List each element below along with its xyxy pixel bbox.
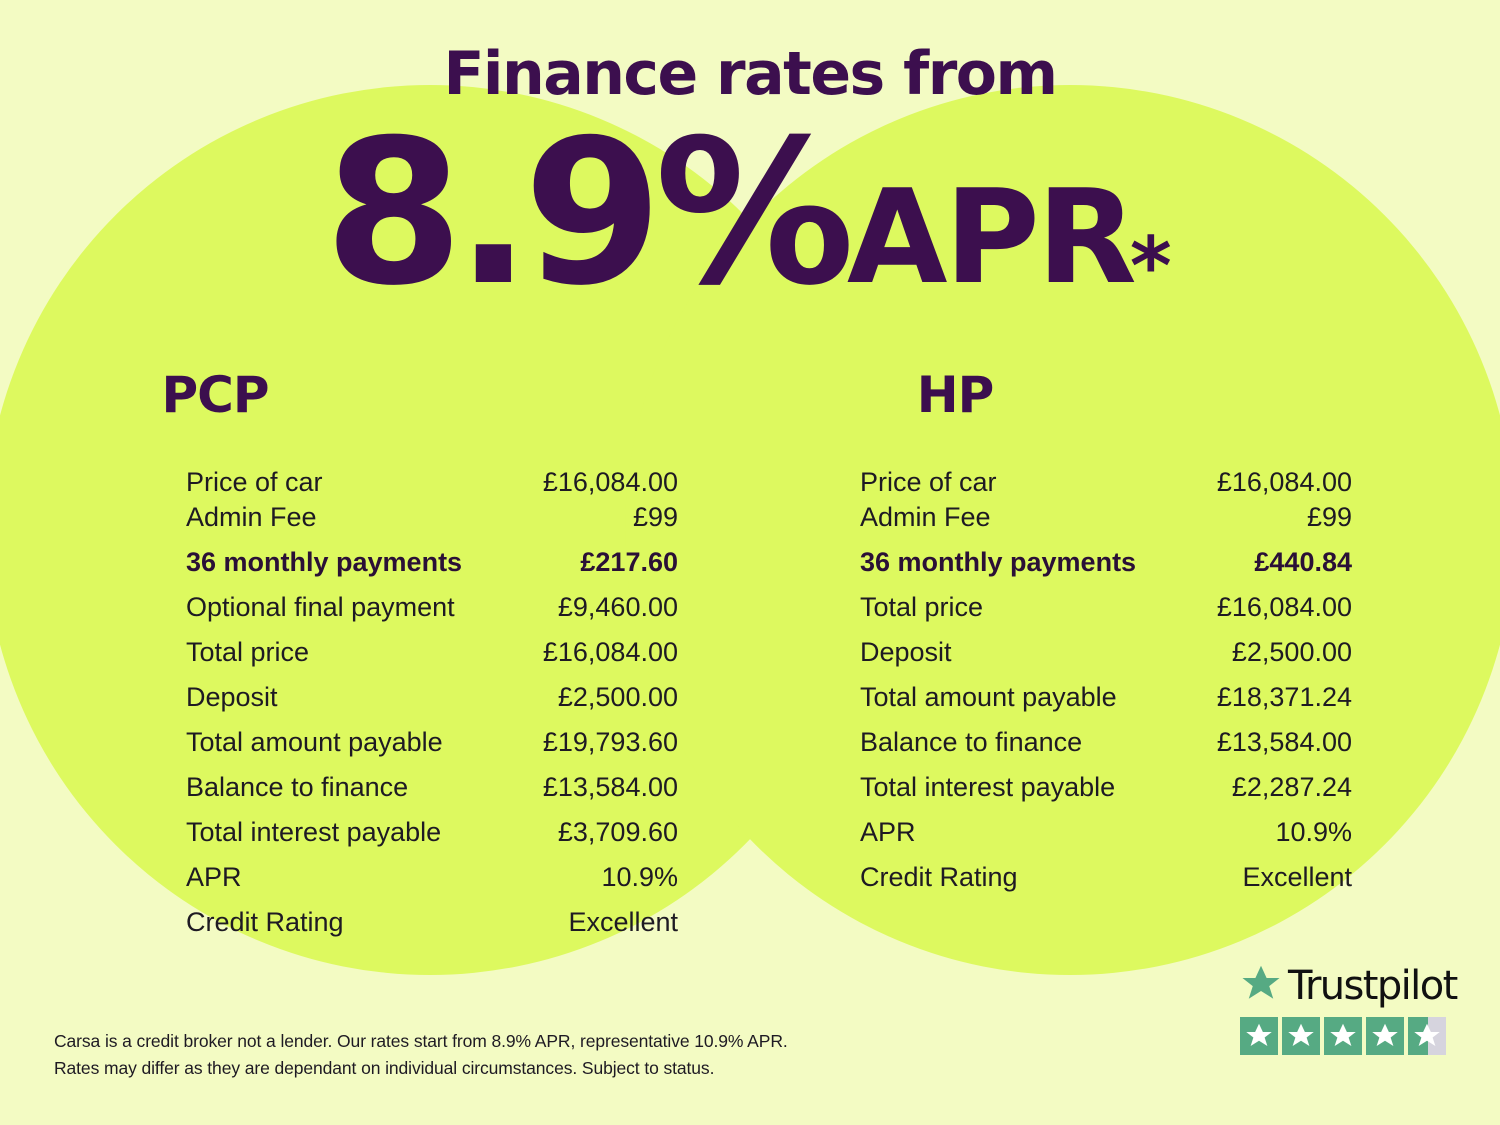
row-label: 36 monthly payments xyxy=(860,547,1137,577)
plan-column-hp: HP Price of car £16,084.00 Admin Fee £99 36 … xyxy=(750,370,1500,950)
row-label: APR xyxy=(860,817,916,847)
row-label: Deposit xyxy=(186,682,278,712)
row-label: Total price xyxy=(186,637,310,667)
row-value: Excellent xyxy=(568,907,678,937)
apr-label: APR xyxy=(846,161,1137,313)
row-label: Balance to finance xyxy=(186,772,409,802)
row-label: Total amount payable xyxy=(860,682,1117,712)
table-row: Credit Rating Excellent xyxy=(186,905,678,940)
table-row: Balance to finance £13,584.00 xyxy=(186,770,678,805)
table-row: Total price £16,084.00 xyxy=(186,635,678,670)
plan-title-hp: HP xyxy=(916,366,995,424)
row-label: Optional final payment xyxy=(186,592,455,622)
row-label: Total amount payable xyxy=(186,727,443,757)
plan-rows-pcp: Price of car £16,084.00 Admin Fee £99 36 mon… xyxy=(0,465,750,940)
headline-block: Finance rates from 8.9%APR* xyxy=(0,0,1500,314)
row-value: £9,460.00 xyxy=(557,592,678,622)
table-row: Total amount payable £18,371.24 xyxy=(860,680,1352,715)
table-row: 36 monthly payments £217.60 xyxy=(186,545,678,580)
table-row: Admin Fee £99 xyxy=(186,500,678,535)
table-row: Total interest payable £3,709.60 xyxy=(186,815,678,850)
row-value: Excellent xyxy=(1242,862,1352,892)
row-value: £99 xyxy=(632,502,678,532)
row-value: £13,584.00 xyxy=(542,772,678,802)
disclaimer-text: Carsa is a credit broker not a lender. O… xyxy=(54,1028,788,1082)
table-row: Credit Rating Excellent xyxy=(860,860,1352,895)
row-label: Total interest payable xyxy=(860,772,1116,802)
row-label: 36 monthly payments xyxy=(186,547,463,577)
row-value: £13,584.00 xyxy=(1216,727,1352,757)
row-label: Price of car xyxy=(186,467,323,497)
table-row: Admin Fee £99 xyxy=(860,500,1352,535)
row-label: Credit Rating xyxy=(860,862,1018,892)
row-value: £16,084.00 xyxy=(542,637,678,667)
row-value: £99 xyxy=(1306,502,1352,532)
row-label: Admin Fee xyxy=(186,502,317,532)
disclaimer-line-2: Rates may differ as they are dependant o… xyxy=(54,1058,715,1078)
table-row: Optional final payment £9,460.00 xyxy=(186,590,678,625)
row-label: Credit Rating xyxy=(186,907,344,937)
table-row: 36 monthly payments £440.84 xyxy=(860,545,1352,580)
trustpilot-star-icon xyxy=(1240,963,1282,1010)
asterisk-marker: * xyxy=(1129,219,1172,313)
decorative-circle-right xyxy=(625,85,1500,975)
plan-column-pcp: PCP Price of car £16,084.00 Admin Fee £99 36… xyxy=(0,370,750,950)
row-value: £16,084.00 xyxy=(1216,467,1352,497)
table-row: Price of car £16,084.00 xyxy=(860,465,1352,500)
row-value: £16,084.00 xyxy=(542,467,678,497)
row-label: Balance to finance xyxy=(860,727,1083,757)
trustpilot-star-row xyxy=(1240,1017,1452,1055)
row-value: £3,709.60 xyxy=(557,817,678,847)
row-value: £18,371.24 xyxy=(1216,682,1352,712)
trustpilot-star-icon xyxy=(1324,1017,1362,1055)
headline-subtitle: Finance rates from xyxy=(443,39,1058,109)
trustpilot-rating[interactable]: Trustpilot xyxy=(1240,963,1458,1055)
plan-comparison: PCP Price of car £16,084.00 Admin Fee £99 36… xyxy=(0,370,1500,950)
row-value: £440.84 xyxy=(1254,547,1352,577)
row-label: Admin Fee xyxy=(860,502,991,532)
trustpilot-logo: Trustpilot xyxy=(1240,963,1458,1010)
row-label: APR xyxy=(186,862,242,892)
trustpilot-wordmark: Trustpilot xyxy=(1288,963,1458,1009)
table-row: Deposit £2,500.00 xyxy=(860,635,1352,670)
table-row: Deposit £2,500.00 xyxy=(186,680,678,715)
row-value: 10.9% xyxy=(1275,817,1352,847)
row-value: £19,793.60 xyxy=(542,727,678,757)
table-row: Total amount payable £19,793.60 xyxy=(186,725,678,760)
row-value: £2,500.00 xyxy=(557,682,678,712)
table-row: Total price £16,084.00 xyxy=(860,590,1352,625)
table-row: APR 10.9% xyxy=(860,815,1352,850)
row-value: £2,287.24 xyxy=(1231,772,1352,802)
plan-title-pcp: PCP xyxy=(161,366,270,424)
row-label: Deposit xyxy=(860,637,952,667)
row-label: Price of car xyxy=(860,467,997,497)
trustpilot-star-icon xyxy=(1366,1017,1404,1055)
row-value: £217.60 xyxy=(580,547,678,577)
trustpilot-star-icon xyxy=(1408,1017,1446,1055)
table-row: Balance to finance £13,584.00 xyxy=(860,725,1352,760)
trustpilot-star-icon xyxy=(1240,1017,1278,1055)
apr-rate-value: 8.9% xyxy=(324,97,855,330)
table-row: Price of car £16,084.00 xyxy=(186,465,678,500)
plan-rows-hp: Price of car £16,084.00 Admin Fee £99 36 mon… xyxy=(750,465,1500,895)
row-label: Total price xyxy=(860,592,984,622)
table-row: Total interest payable £2,287.24 xyxy=(860,770,1352,805)
row-value: £16,084.00 xyxy=(1216,592,1352,622)
table-row: APR 10.9% xyxy=(186,860,678,895)
headline-rate-line: 8.9%APR* xyxy=(0,114,1500,314)
row-value: £2,500.00 xyxy=(1231,637,1352,667)
row-label: Total interest payable xyxy=(186,817,442,847)
trustpilot-star-icon xyxy=(1282,1017,1320,1055)
row-value: 10.9% xyxy=(601,862,678,892)
disclaimer-line-1: Carsa is a credit broker not a lender. O… xyxy=(54,1031,788,1051)
